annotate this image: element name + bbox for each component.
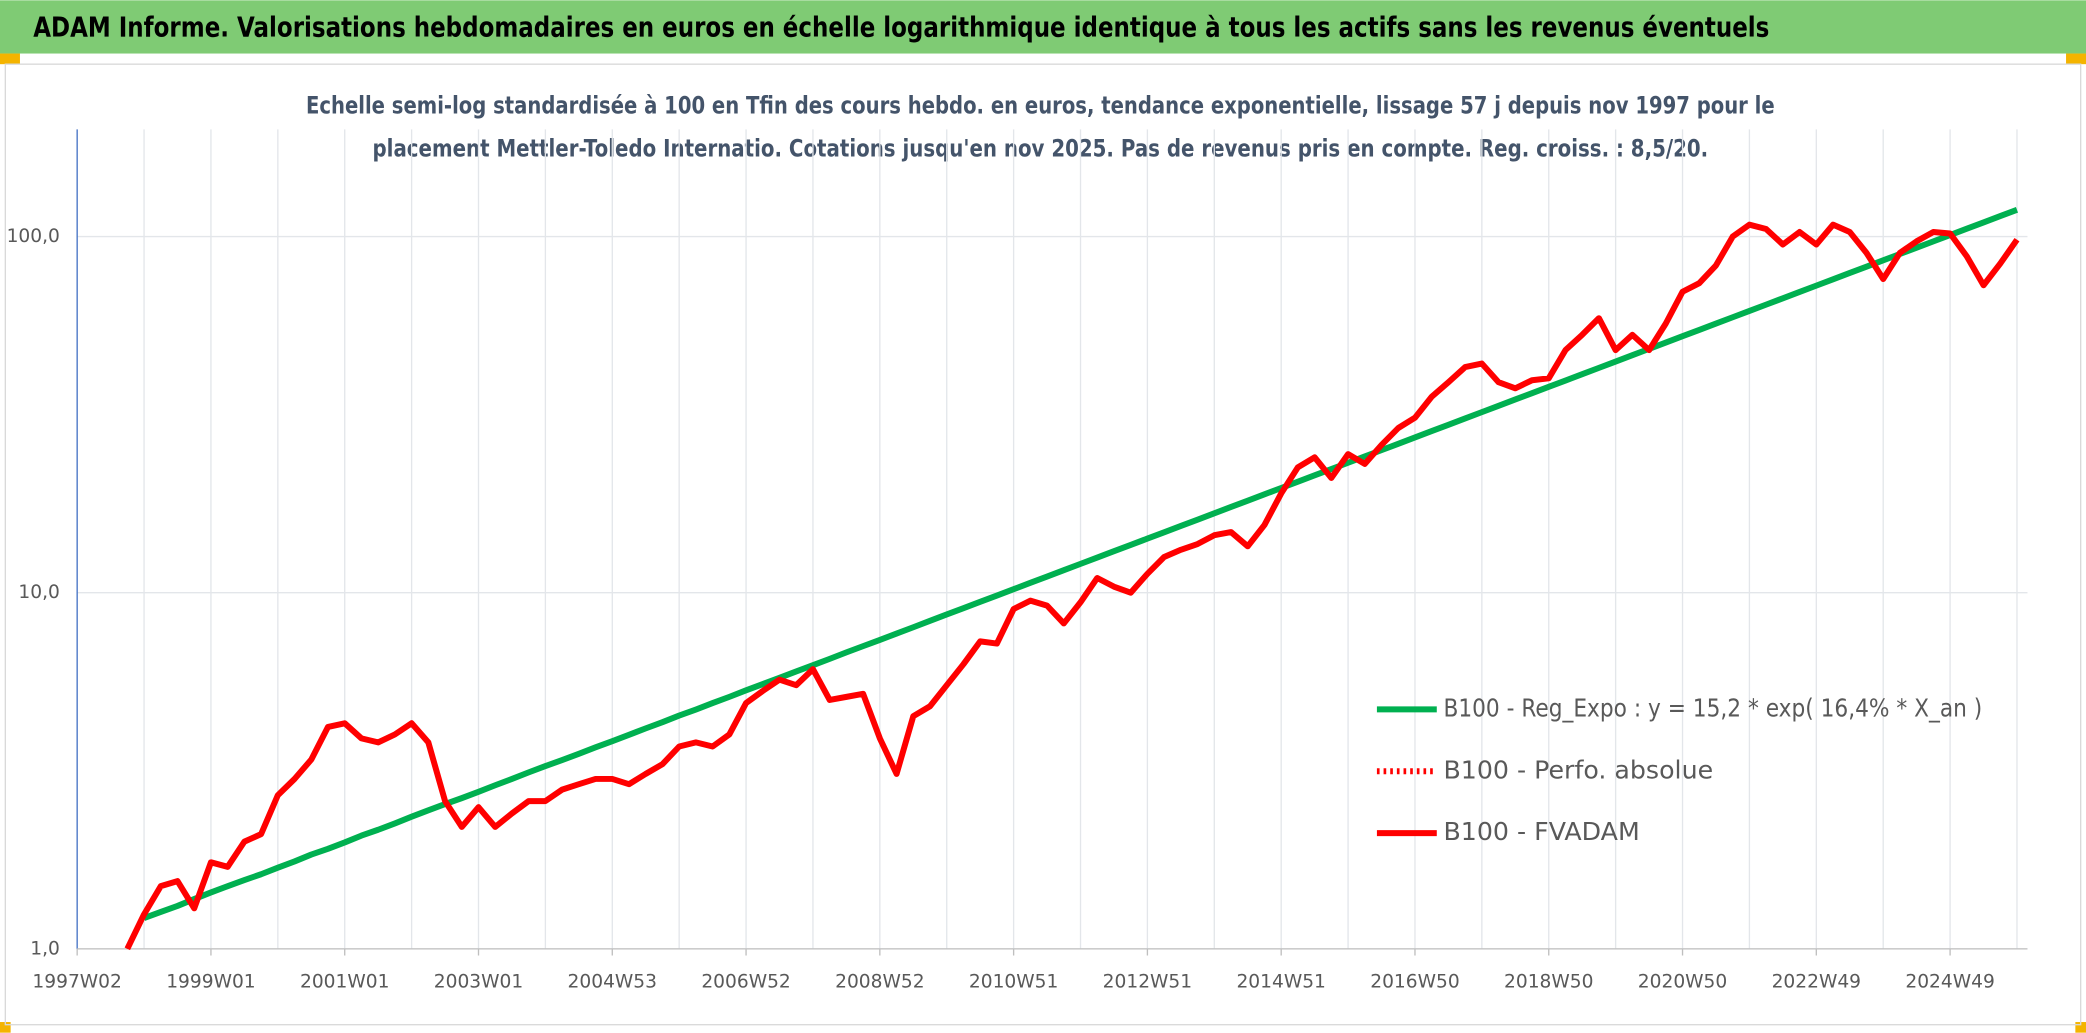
x-tick-label: 1999W01 xyxy=(166,972,255,993)
legend-label: B100 - Perfo. absolue xyxy=(1443,755,1713,784)
title-bar xyxy=(0,0,2086,54)
corner xyxy=(2075,1022,2086,1033)
x-tick-label: 2020W50 xyxy=(1638,972,1727,993)
x-tick-label: 2024W49 xyxy=(1905,972,1994,993)
x-tick-label: 2012W51 xyxy=(1103,972,1192,993)
y-tick-label: 100,0 xyxy=(7,226,60,247)
x-tick-label: 2010W51 xyxy=(969,972,1058,993)
x-tick-label: 2018W50 xyxy=(1504,972,1593,993)
corner xyxy=(2066,53,2086,65)
x-tick-label: 2001W01 xyxy=(300,972,389,993)
legend-label: B100 - FVADAM xyxy=(1443,817,1639,846)
x-tick-label: 2004W53 xyxy=(568,972,657,993)
x-tick-label: 2022W49 xyxy=(1772,972,1861,993)
data-line xyxy=(124,221,2020,951)
panel xyxy=(4,63,2082,1026)
corner xyxy=(0,53,20,65)
x-tick-label: 2008W52 xyxy=(835,972,924,993)
x-tick-label: 2016W50 xyxy=(1370,972,1459,993)
y-tick-label: 1,0 xyxy=(30,938,60,959)
y-tick-label: 10,0 xyxy=(18,582,59,603)
chart-subtitle: Echelle semi-log standardisée à 100 en T… xyxy=(306,92,1775,120)
corner xyxy=(0,1022,11,1033)
x-tick-label: 1997W02 xyxy=(32,972,121,993)
x-tick-label: 2006W52 xyxy=(701,972,790,993)
x-tick-label: 2003W01 xyxy=(434,972,523,993)
page-title: ADAM Informe. Valorisations hebdomadaire… xyxy=(33,10,1769,43)
data-line xyxy=(143,206,2019,921)
chart-subtitle: placement Mettler-Toledo Internatio. Cot… xyxy=(372,134,1708,162)
legend-label: B100 - Reg_Expo : y = 15,2 * exp( 16,4% … xyxy=(1443,693,1982,722)
x-tick-label: 2014W51 xyxy=(1236,972,1325,993)
